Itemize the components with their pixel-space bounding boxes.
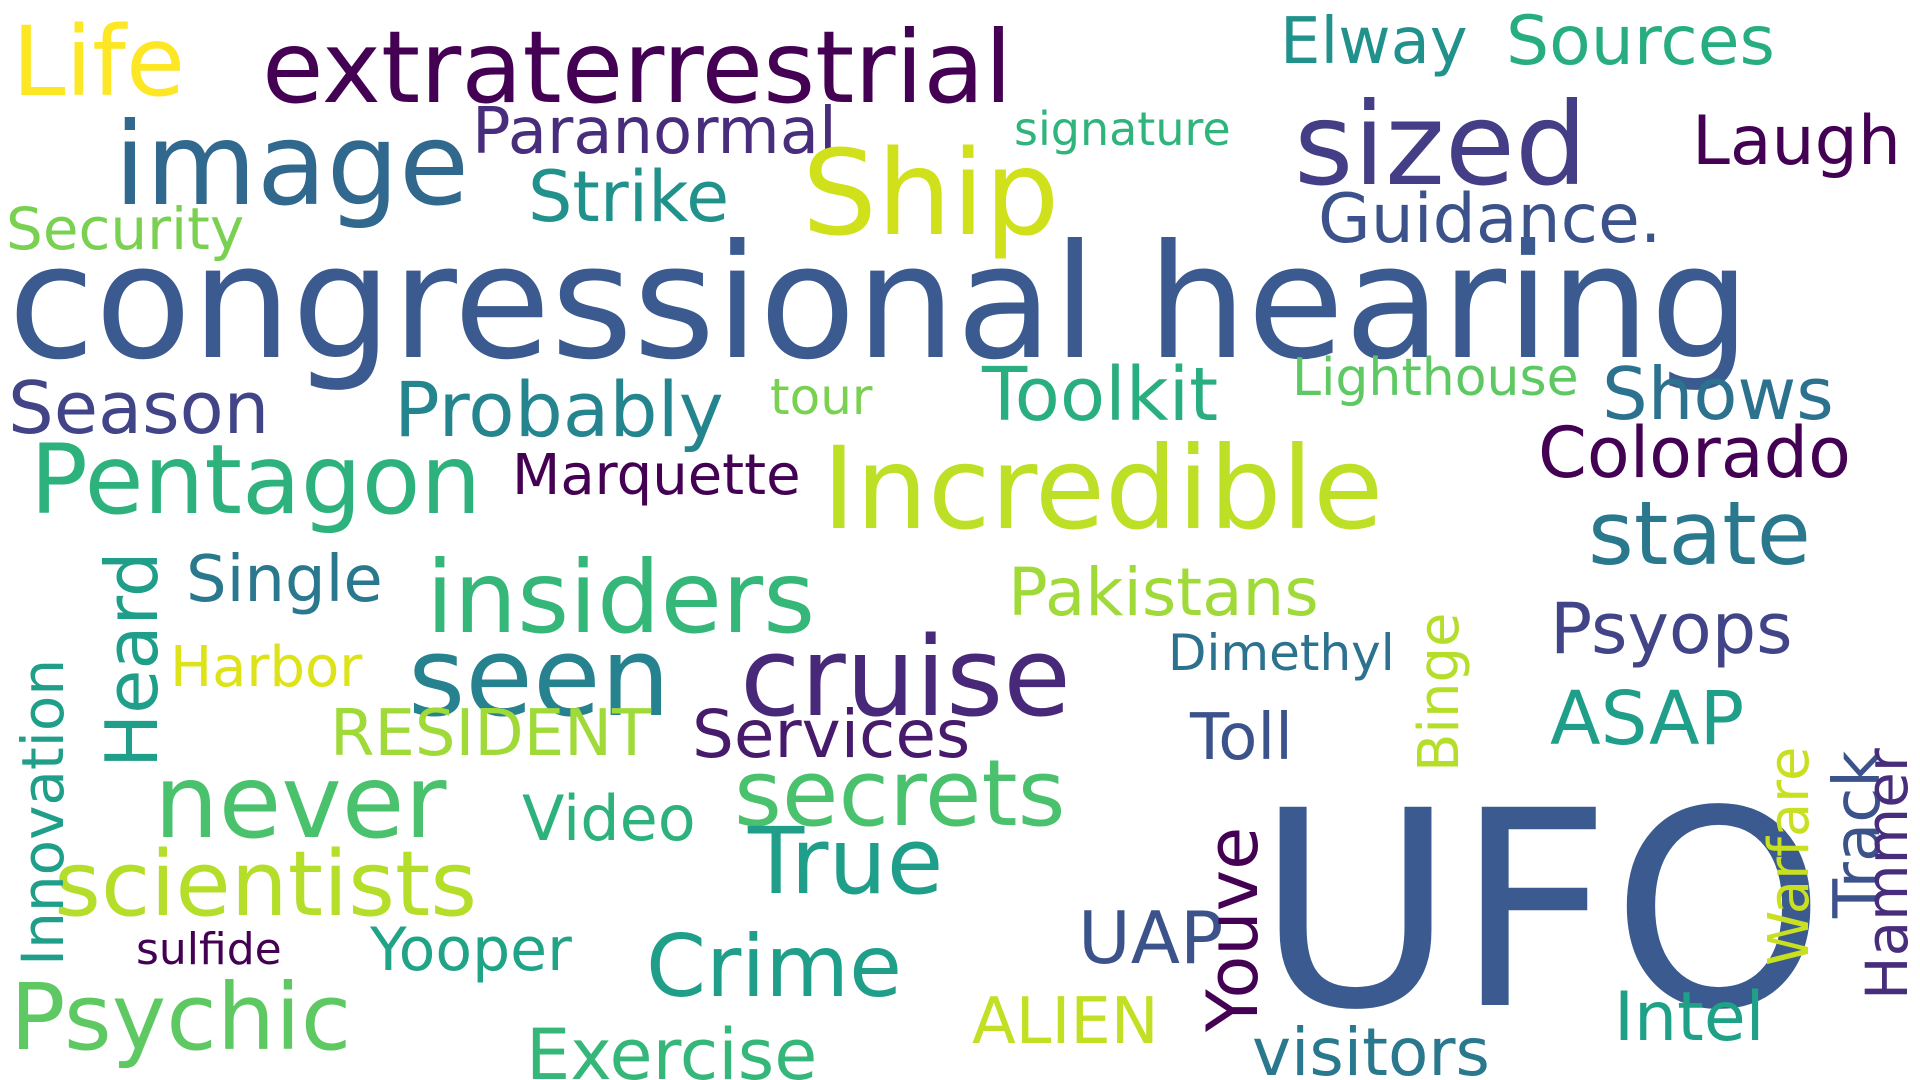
word-signature: signature: [1014, 102, 1231, 156]
word-crime: Crime: [646, 917, 902, 1017]
word-alien: ALIEN: [972, 985, 1159, 1059]
word-probably: Probably: [394, 365, 724, 454]
word-security: Security: [6, 195, 245, 263]
word-resident: RESIDENT: [330, 697, 652, 771]
word-seen: seen: [408, 613, 671, 741]
word-pakistans: Pakistans: [1008, 554, 1319, 631]
word-video: Video: [522, 782, 696, 855]
word-exercise: Exercise: [526, 1014, 818, 1080]
word-innovation: Innovation: [9, 658, 77, 966]
word-marquette: Marquette: [512, 443, 801, 508]
word-insiders: insiders: [426, 539, 816, 656]
word-hammer: Hammer: [1853, 748, 1920, 1000]
word-laugh: Laugh: [1692, 102, 1901, 181]
word-sulfide: sulfide: [136, 924, 282, 975]
word-state: state: [1588, 482, 1811, 585]
word-incredible: Incredible: [822, 422, 1384, 555]
word-guidance: Guidance.: [1318, 180, 1662, 259]
word-psyops: Psyops: [1550, 588, 1793, 670]
word-ship: Ship: [802, 124, 1060, 262]
word-paranormal: Paranormal: [472, 95, 837, 169]
word-shows: Shows: [1602, 352, 1834, 436]
word-secrets: secrets: [734, 740, 1066, 847]
word-youve: Youve: [1192, 826, 1274, 1032]
word-ufo: UFO: [1256, 754, 1826, 1070]
word-uap: UAP: [1078, 896, 1224, 980]
word-harbor: Harbor: [170, 635, 363, 700]
word-heard: Heard: [90, 551, 174, 768]
word-binge: Binge: [1407, 612, 1472, 772]
word-yooper: Yooper: [370, 915, 572, 985]
word-elway: Elway: [1280, 5, 1468, 79]
word-season: Season: [8, 366, 270, 450]
word-sources: Sources: [1506, 2, 1775, 81]
word-extraterrestrial: extraterrestrial: [262, 9, 1013, 126]
word-never: never: [154, 743, 447, 862]
word-visitors: visitors: [1252, 1014, 1490, 1080]
word-asap: ASAP: [1550, 676, 1745, 762]
word-strike: Strike: [528, 156, 730, 238]
word-pentagon: Pentagon: [30, 424, 482, 536]
word-intel: Intel: [1614, 978, 1765, 1057]
word-sized: sized: [1294, 78, 1588, 211]
word-psychic: Psychic: [10, 964, 352, 1071]
word-true: True: [748, 808, 944, 915]
word-image: image: [114, 98, 470, 231]
word-toll: Toll: [1190, 701, 1293, 775]
word-colorado: Colorado: [1538, 412, 1851, 494]
word-dimethyl: Dimethyl: [1168, 624, 1395, 682]
word-services: Services: [692, 696, 971, 773]
word-warfare: Warfare: [1757, 746, 1822, 966]
word-single: Single: [186, 543, 383, 617]
word-lighthouse: Lighthouse: [1292, 348, 1579, 408]
word-cruise: cruise: [740, 613, 1071, 741]
word-toolkit: Toolkit: [982, 352, 1219, 438]
word-life: Life: [12, 6, 186, 118]
word-congressional-hearing: congressional hearing: [8, 211, 1751, 395]
word-tour: tour: [770, 368, 873, 426]
word-scientists: scientists: [54, 832, 478, 937]
